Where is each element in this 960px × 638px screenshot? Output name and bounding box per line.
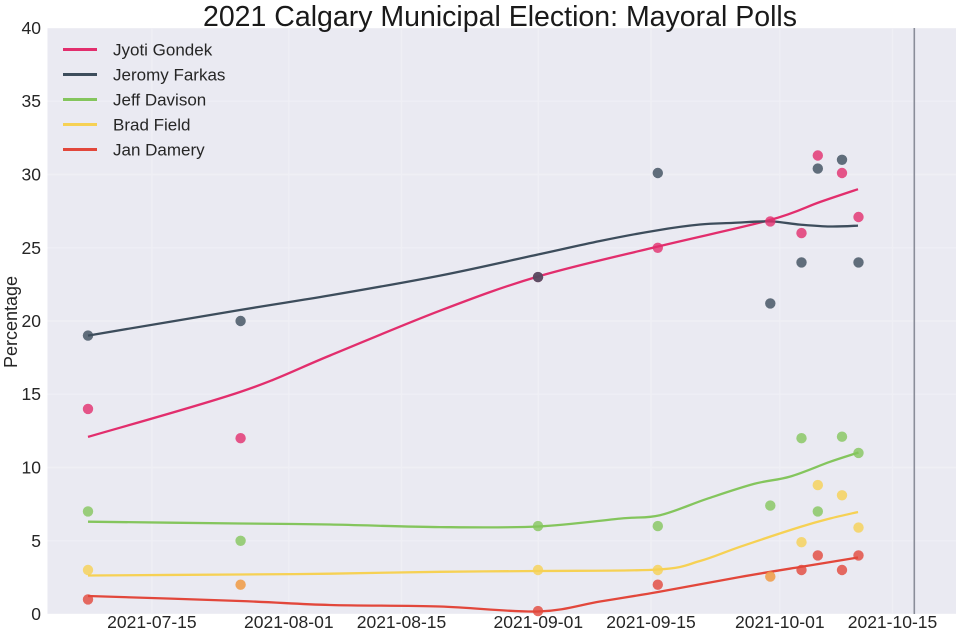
- svg-text:2021-09-15: 2021-09-15: [606, 612, 696, 632]
- svg-text:Jeff Davison: Jeff Davison: [113, 91, 206, 110]
- svg-text:Jyoti Gondek: Jyoti Gondek: [113, 41, 213, 60]
- svg-text:20: 20: [22, 311, 42, 331]
- svg-text:40: 40: [22, 18, 42, 38]
- svg-text:25: 25: [22, 238, 41, 258]
- svg-text:0: 0: [31, 604, 41, 624]
- svg-text:2021-08-01: 2021-08-01: [244, 612, 334, 632]
- svg-text:2021-08-15: 2021-08-15: [357, 612, 447, 632]
- svg-text:2021-07-15: 2021-07-15: [107, 612, 197, 632]
- svg-text:2021-10-01: 2021-10-01: [735, 612, 825, 632]
- svg-text:Percentage: Percentage: [1, 276, 21, 368]
- svg-text:30: 30: [22, 165, 42, 185]
- svg-text:15: 15: [22, 384, 41, 404]
- svg-text:Brad Field: Brad Field: [113, 116, 190, 135]
- svg-text:10: 10: [22, 458, 42, 478]
- svg-text:Jeromy Farkas: Jeromy Farkas: [113, 66, 225, 85]
- svg-text:5: 5: [31, 531, 41, 551]
- svg-text:Jan Damery: Jan Damery: [113, 141, 205, 160]
- svg-text:35: 35: [22, 91, 41, 111]
- svg-text:2021-10-15: 2021-10-15: [848, 612, 938, 632]
- svg-text:2021-09-01: 2021-09-01: [494, 612, 584, 632]
- svg-text:2021 Calgary Municipal Electio: 2021 Calgary Municipal Election: Mayoral…: [203, 1, 797, 33]
